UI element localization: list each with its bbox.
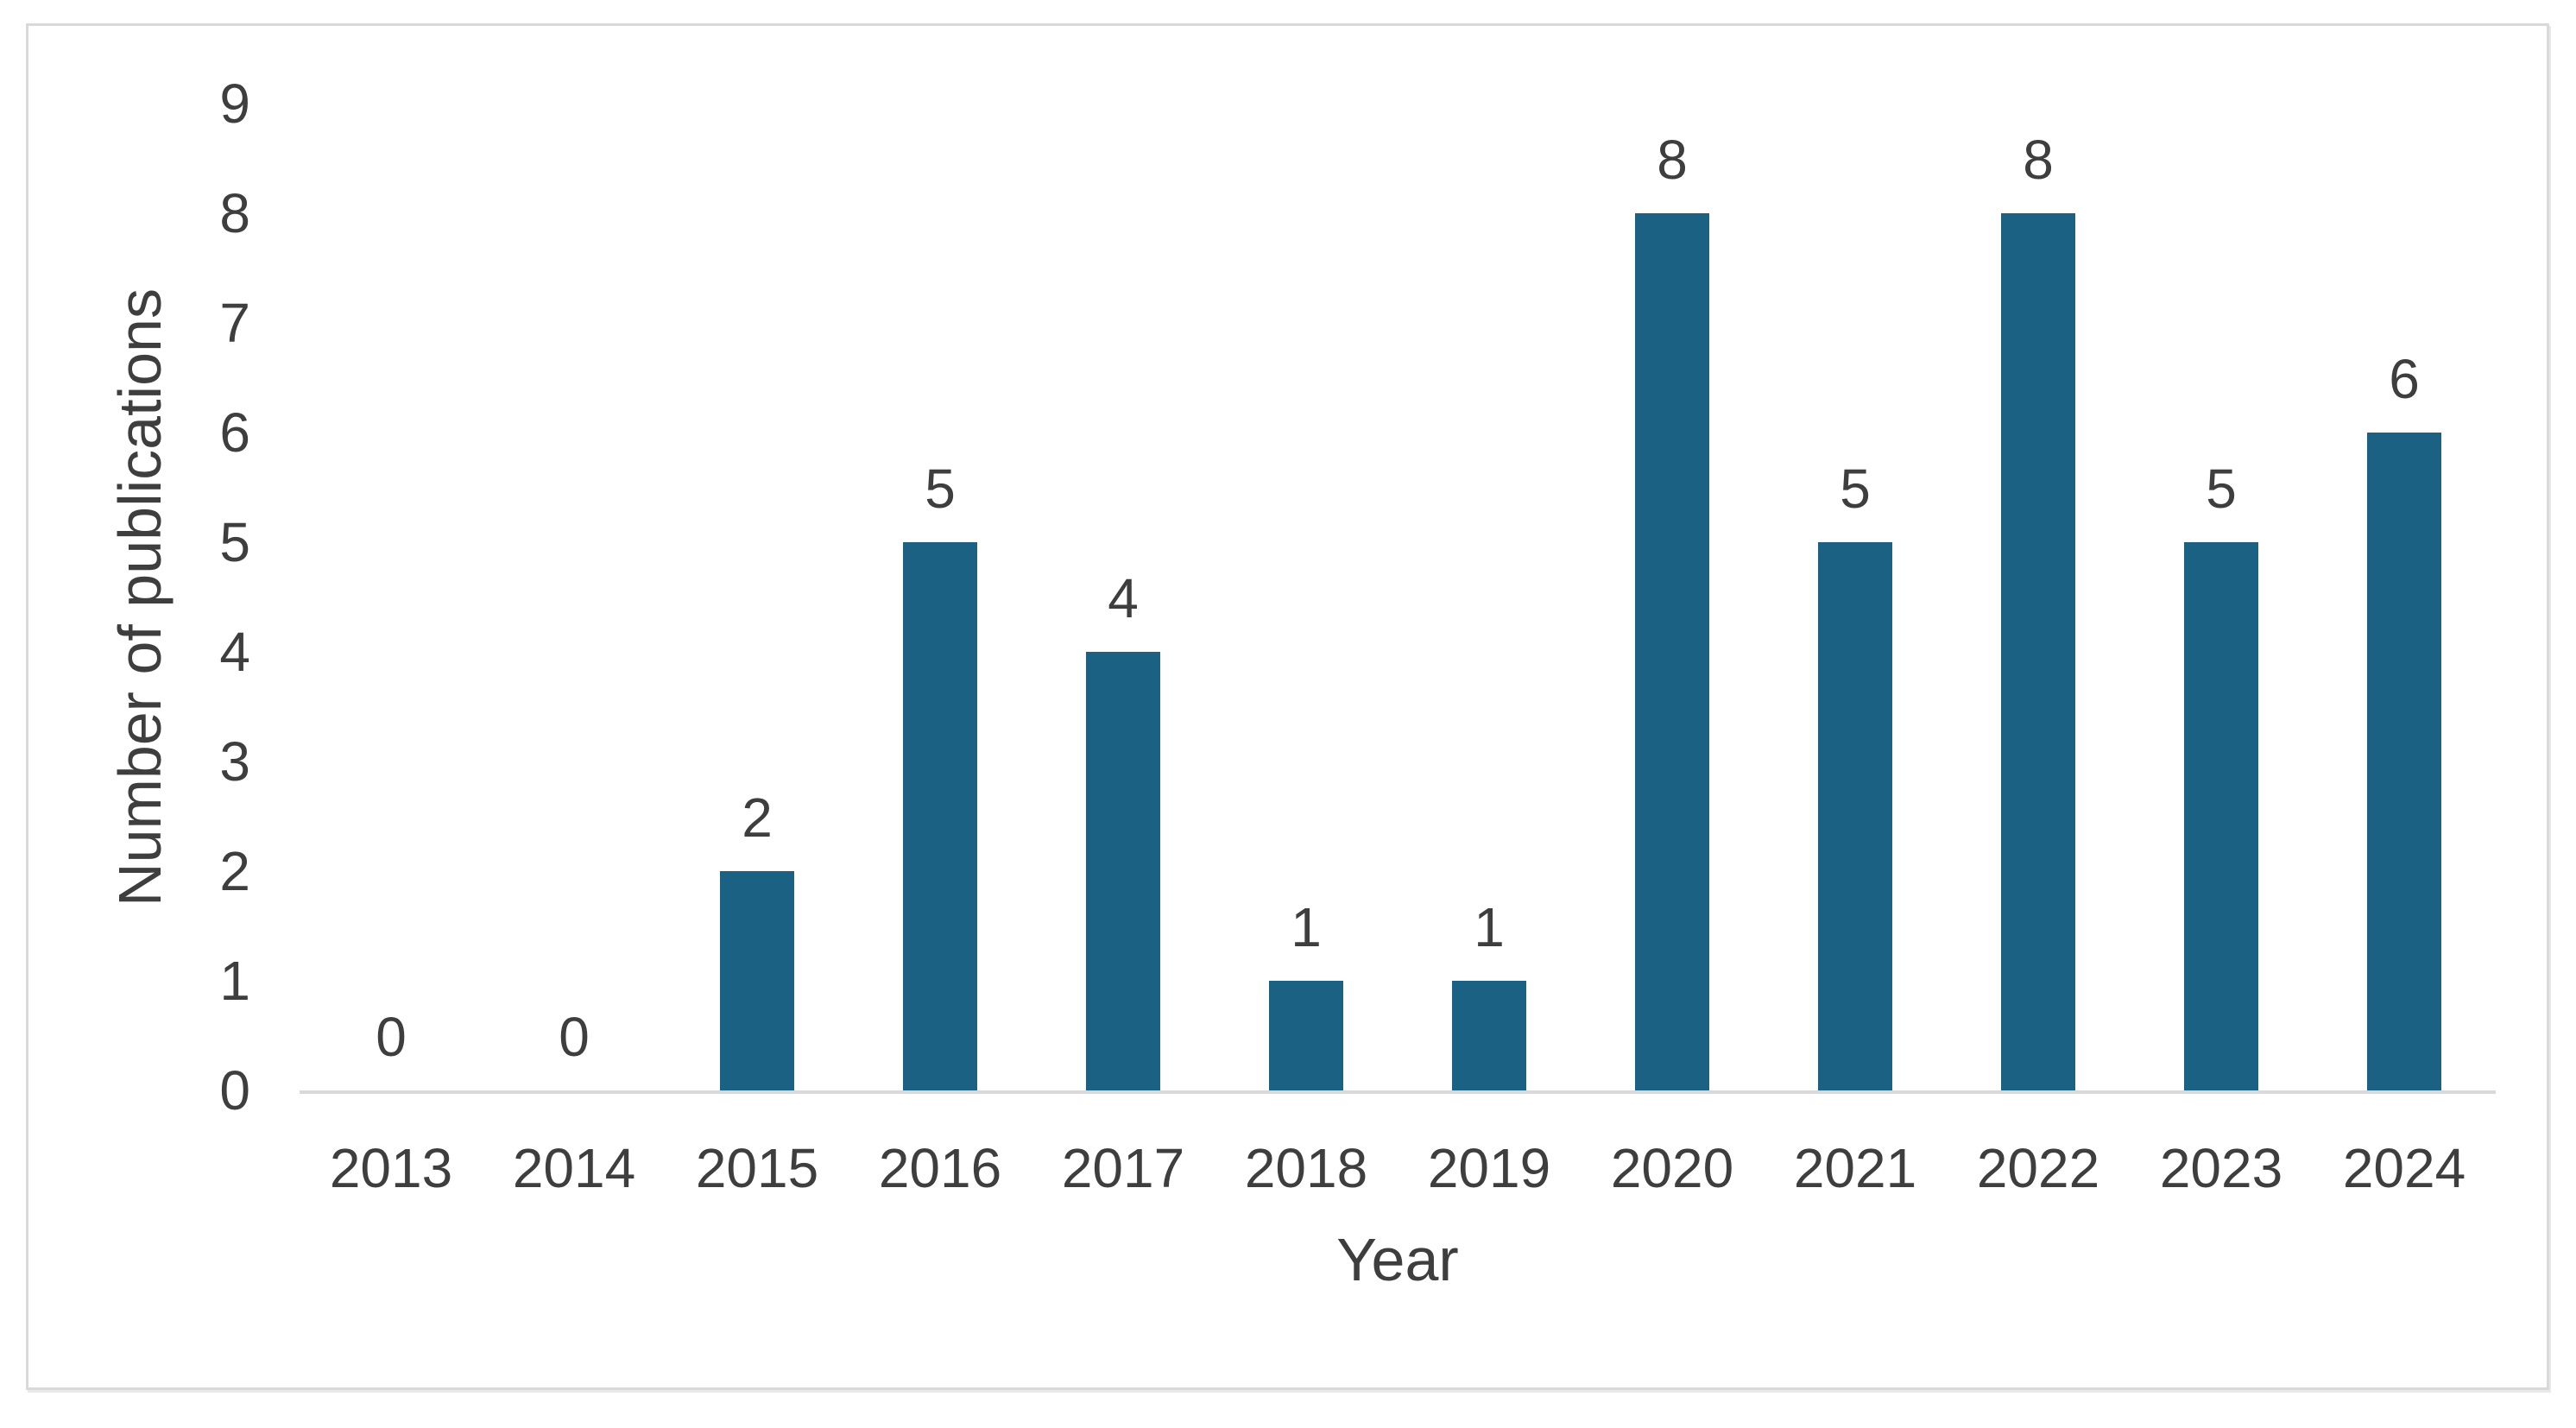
- bars-container: 0 2013 0 2014 2 2015 5 2016 4 2017 1 2018 1 2019 8 2020…: [300, 104, 2496, 1196]
- data-label-2024: 6: [2389, 348, 2420, 411]
- data-label-2018: 1: [1291, 896, 1322, 958]
- y-tick-9: 9: [219, 73, 250, 135]
- x-tick-2013: 2013: [329, 1137, 453, 1199]
- bar-2019: [1452, 981, 1526, 1090]
- x-tick-2018: 2018: [1244, 1137, 1368, 1199]
- x-axis-title: Year: [1336, 1226, 1459, 1293]
- x-tick-2021: 2021: [1793, 1137, 1917, 1199]
- data-label-2020: 8: [1657, 129, 1688, 191]
- y-tick-5: 5: [219, 511, 250, 573]
- category-slot-2019: 1 2019: [1398, 104, 1581, 1196]
- data-label-2021: 5: [1840, 458, 1871, 520]
- x-tick-2024: 2024: [2342, 1137, 2466, 1199]
- bar-2015: [720, 871, 794, 1090]
- y-tick-1: 1: [219, 950, 250, 1012]
- x-tick-2020: 2020: [1610, 1137, 1734, 1199]
- y-tick-8: 8: [219, 182, 250, 244]
- bar-2023: [2184, 542, 2258, 1090]
- plot-area: 0 2013 0 2014 2 2015 5 2016 4 2017 1 2018 1 2019 8 2020…: [300, 104, 2496, 1196]
- bar-2017: [1086, 652, 1160, 1090]
- y-tick-3: 3: [219, 730, 250, 793]
- x-tick-2014: 2014: [512, 1137, 636, 1199]
- bar-2022: [2001, 213, 2075, 1090]
- data-label-2022: 8: [2023, 129, 2054, 191]
- category-slot-2023: 5 2023: [2130, 104, 2313, 1196]
- category-slot-2024: 6 2024: [2313, 104, 2496, 1196]
- category-slot-2022: 8 2022: [1947, 104, 2130, 1196]
- data-label-2023: 5: [2206, 458, 2237, 520]
- category-slot-2014: 0 2014: [483, 104, 666, 1196]
- bar-2024: [2367, 433, 2441, 1090]
- chart-frame: [26, 23, 2549, 1390]
- data-label-2015: 2: [742, 787, 773, 849]
- data-label-2017: 4: [1108, 567, 1139, 629]
- data-label-2014: 0: [559, 1006, 590, 1068]
- y-tick-4: 4: [219, 621, 250, 683]
- category-slot-2013: 0 2013: [300, 104, 483, 1196]
- category-slot-2020: 8 2020: [1581, 104, 1764, 1196]
- y-tick-2: 2: [219, 840, 250, 902]
- data-label-2019: 1: [1474, 896, 1505, 958]
- category-slot-2015: 2 2015: [666, 104, 849, 1196]
- bar-2020: [1635, 213, 1709, 1090]
- x-tick-2016: 2016: [878, 1137, 1002, 1199]
- x-tick-2022: 2022: [1976, 1137, 2100, 1199]
- y-tick-0: 0: [219, 1059, 250, 1122]
- y-tick-7: 7: [219, 292, 250, 354]
- data-label-2016: 5: [925, 458, 956, 520]
- x-tick-2015: 2015: [695, 1137, 819, 1199]
- data-label-2013: 0: [376, 1006, 407, 1068]
- x-tick-2017: 2017: [1061, 1137, 1185, 1199]
- bar-2016: [903, 542, 977, 1090]
- category-slot-2016: 5 2016: [849, 104, 1032, 1196]
- bar-2018: [1269, 981, 1343, 1090]
- category-slot-2017: 4 2017: [1032, 104, 1215, 1196]
- bar-2021: [1818, 542, 1892, 1090]
- category-slot-2018: 1 2018: [1215, 104, 1398, 1196]
- y-tick-6: 6: [219, 401, 250, 464]
- x-tick-2019: 2019: [1427, 1137, 1551, 1199]
- category-slot-2021: 5 2021: [1764, 104, 1947, 1196]
- x-tick-2023: 2023: [2159, 1137, 2283, 1199]
